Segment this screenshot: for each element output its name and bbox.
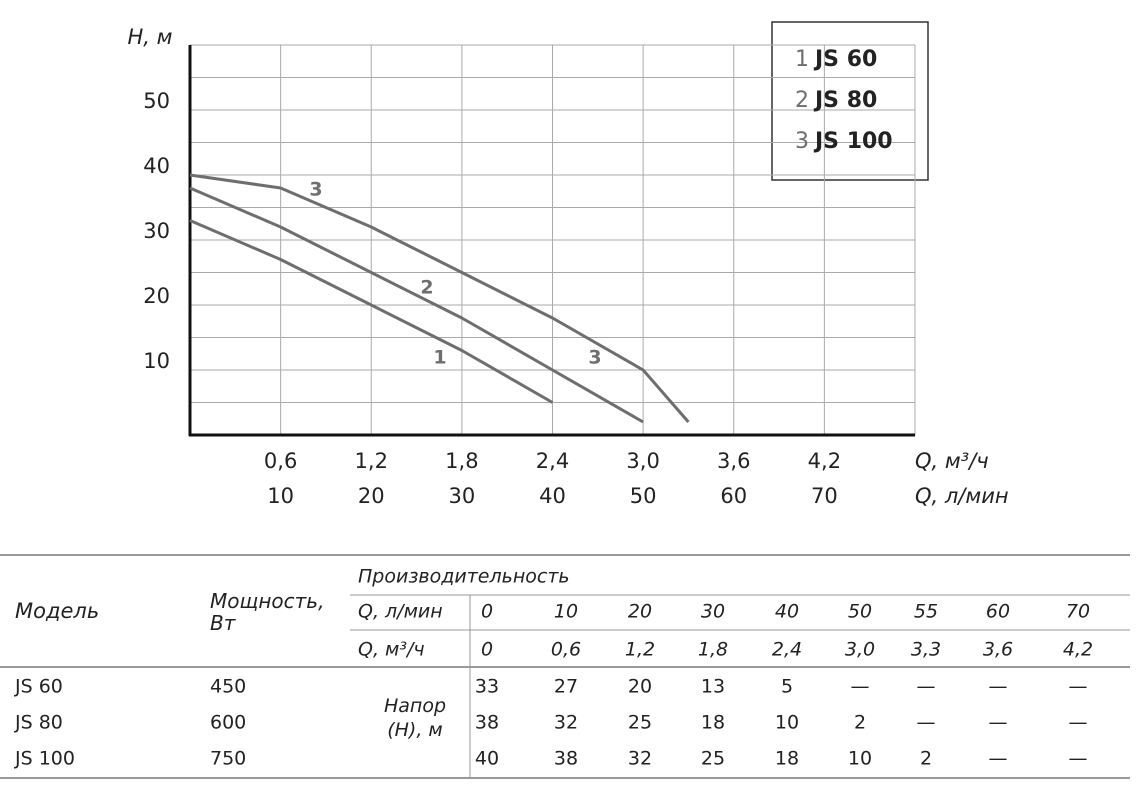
table-cell: 0: [481, 601, 493, 623]
table-cell: 32: [554, 712, 578, 734]
table-header: Мощность, Вт: [210, 589, 324, 635]
x2-tick-label: 0,6: [264, 449, 297, 473]
table-cell: 0,6: [551, 639, 581, 661]
legend-label: JS 100: [813, 129, 893, 154]
table-cell: —: [917, 676, 936, 698]
legend-number: 3: [795, 129, 809, 154]
table-cell: —: [989, 712, 1008, 734]
table-cell: —: [917, 712, 936, 734]
table-cell: —: [989, 748, 1008, 770]
table-cell: —: [989, 676, 1008, 698]
table-cell: 5: [781, 676, 793, 698]
x2-tick-label: 4,2: [808, 449, 841, 473]
table-cell: JS 60: [14, 676, 63, 698]
table-cell: 1,2: [625, 639, 655, 661]
table-cell: 1,8: [698, 639, 728, 661]
x2-tick-label: 1,2: [355, 449, 388, 473]
table-cell: 600: [210, 712, 246, 734]
table-cell: 33: [475, 676, 499, 698]
table-cell: 70: [1066, 601, 1090, 623]
y-tick-label: 30: [143, 219, 170, 243]
table-cell: JS 80: [14, 712, 63, 734]
x-axis-label: Q, л/мин: [915, 484, 1009, 508]
curve: [189, 173, 690, 423]
legend-label: JS 80: [813, 88, 877, 113]
table-header: Q, л/мин: [358, 601, 443, 623]
curve-label: 3: [309, 179, 322, 201]
y-axis-label: H, м: [128, 25, 173, 49]
table-cell: 2: [854, 712, 866, 734]
table-cell: —: [1069, 748, 1088, 770]
table-header: Напор (Н), м: [384, 695, 446, 741]
table-cell: 60: [986, 601, 1010, 623]
table-header: Производительность: [358, 566, 570, 588]
curve: [189, 186, 644, 424]
x-tick-label: 50: [630, 484, 657, 508]
legend-number: 2: [795, 88, 809, 113]
table-cell: 0: [481, 639, 493, 661]
table-cell: 38: [554, 748, 578, 770]
y-tick-label: 40: [143, 154, 170, 178]
table-cell: 10: [554, 601, 578, 623]
x2-axis-label: Q, м³/ч: [915, 449, 989, 473]
table-cell: 55: [914, 601, 938, 623]
table-cell: 20: [628, 601, 652, 623]
legend-number: 1: [795, 47, 809, 72]
table-cell: 20: [628, 676, 652, 698]
y-tick-label: 20: [143, 284, 170, 308]
table-cell: 32: [628, 748, 652, 770]
x2-tick-label: 1,8: [445, 449, 478, 473]
x-tick-label: 20: [358, 484, 385, 508]
table-header: Модель: [15, 599, 99, 623]
table-cell: 38: [475, 712, 499, 734]
table-cell: 450: [210, 676, 246, 698]
table-cell: 40: [475, 748, 499, 770]
y-tick-label: 50: [143, 89, 170, 113]
table-cell: —: [851, 676, 870, 698]
table-cell: 750: [210, 748, 246, 770]
legend-box: [771, 21, 929, 181]
table-cell: 30: [701, 601, 725, 623]
table-cell: 3,3: [911, 639, 941, 661]
legend-label: JS 60: [813, 47, 877, 72]
table-cell: 18: [701, 712, 725, 734]
x2-tick-label: 2,4: [536, 449, 569, 473]
x-tick-label: 60: [720, 484, 747, 508]
table-cell: 18: [775, 748, 799, 770]
table-cell: JS 100: [14, 748, 75, 770]
x-tick-label: 40: [539, 484, 566, 508]
curve-label: 3: [588, 347, 601, 369]
table-cell: 10: [848, 748, 872, 770]
curve: [189, 219, 554, 404]
table-cell: 27: [554, 676, 578, 698]
curve-label: 2: [420, 277, 433, 299]
table-cell: 2,4: [772, 639, 802, 661]
table-cell: 25: [628, 712, 652, 734]
x-tick-label: 10: [267, 484, 294, 508]
curve-label: 1: [433, 347, 446, 369]
table-cell: 40: [775, 601, 799, 623]
table-cell: 13: [701, 676, 725, 698]
table-cell: 3,0: [845, 639, 875, 661]
table-cell: 3,6: [983, 639, 1013, 661]
y-tick-label: 10: [143, 349, 170, 373]
x-tick-label: 30: [449, 484, 476, 508]
x2-tick-label: 3,0: [626, 449, 659, 473]
table-cell: —: [1069, 676, 1088, 698]
table-cell: 2: [920, 748, 932, 770]
table-header: Q, м³/ч: [358, 639, 425, 661]
table-cell: 4,2: [1063, 639, 1093, 661]
table-cell: 10: [775, 712, 799, 734]
x2-tick-label: 3,6: [717, 449, 750, 473]
table-cell: 25: [701, 748, 725, 770]
table-cell: 50: [848, 601, 872, 623]
x-tick-label: 70: [811, 484, 838, 508]
table-cell: —: [1069, 712, 1088, 734]
